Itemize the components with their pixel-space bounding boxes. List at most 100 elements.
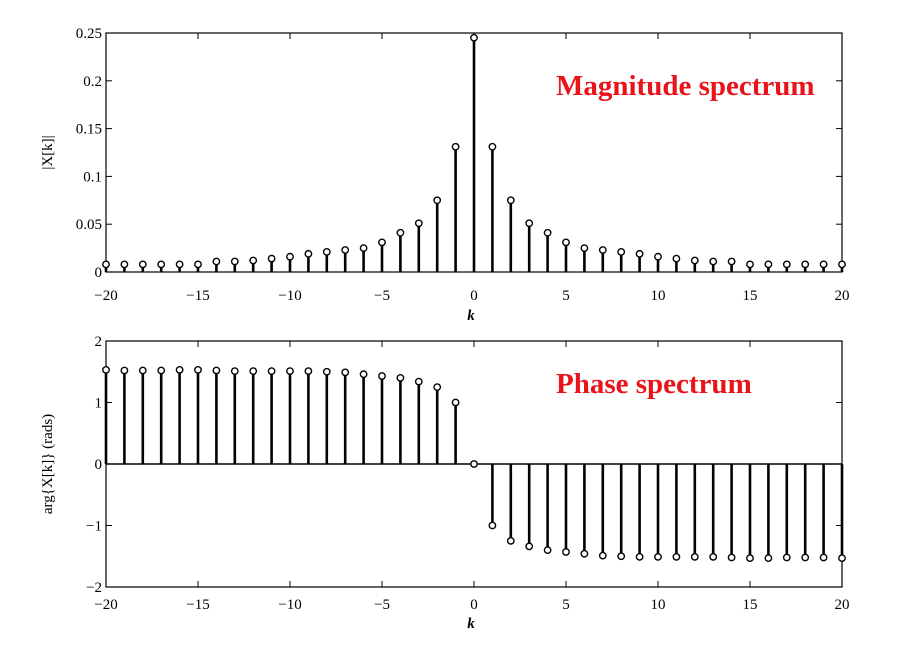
stem-marker: [617, 248, 626, 256]
stem-marker: [562, 548, 570, 556]
magnitude-plot: −20 −15 −10 −5 0 5 10 15 20 0 0.05 0.1 0.15 0.2 0.25 k |…: [40, 26, 850, 324]
stem-marker: [506, 196, 515, 205]
x-tick-label: 5: [562, 597, 570, 613]
stem-marker: [470, 460, 478, 468]
stem-marker: [359, 244, 368, 253]
stem-marker: [175, 260, 184, 269]
stem-marker: [304, 367, 313, 376]
stem-marker: [709, 552, 718, 561]
stem-marker: [580, 549, 589, 558]
stem-marker: [580, 244, 589, 253]
x-axis-label: k: [467, 308, 475, 324]
stem-marker: [194, 366, 202, 374]
stem-marker: [249, 367, 258, 376]
stem-marker: [764, 554, 773, 562]
y-tick-label: 0.1: [83, 169, 102, 185]
stem-marker: [157, 366, 166, 375]
stem-marker: [249, 256, 258, 265]
stem-marker: [746, 260, 754, 269]
x-tick-label: −10: [278, 288, 301, 304]
stem-marker: [120, 260, 129, 269]
y-axis-label: |X[k]|: [40, 135, 56, 169]
stem-marker: [230, 367, 239, 376]
stem-marker: [378, 238, 386, 247]
stem-marker: [120, 366, 129, 375]
y-tick-label: 2: [95, 334, 103, 350]
y-tick-label: −2: [86, 580, 102, 596]
x-tick-label: 10: [651, 597, 666, 613]
stem-marker: [286, 252, 294, 261]
stem-marker: [727, 257, 736, 266]
x-tick-label: 15: [743, 288, 758, 304]
stem-marker: [102, 260, 110, 269]
stem-marker: [267, 367, 276, 376]
stem-marker: [157, 260, 166, 269]
stem-marker: [525, 219, 534, 228]
stem-marker: [598, 551, 607, 560]
x-tick-label: 5: [562, 288, 570, 304]
x-tick-label: 10: [651, 288, 666, 304]
stem-marker: [138, 366, 147, 375]
stem-marker: [194, 260, 202, 269]
stem-marker: [304, 249, 313, 258]
stem-marker: [801, 260, 810, 269]
stem-marker: [488, 142, 497, 151]
stem-marker: [378, 372, 386, 380]
stem-marker: [672, 254, 681, 263]
x-tick-label: −5: [374, 597, 390, 613]
stem-marker: [525, 542, 534, 551]
stem-marker: [341, 368, 350, 377]
x-tick-label: −15: [186, 597, 209, 613]
y-tick-label: 0.05: [76, 217, 102, 233]
stem-marker: [672, 552, 681, 561]
stem-marker: [175, 366, 184, 374]
y-tick-label: 0.15: [76, 122, 102, 138]
stem-marker: [433, 383, 442, 392]
stem-marker: [212, 366, 221, 375]
y-tick-label: 1: [95, 396, 103, 412]
stem-marker: [782, 553, 791, 562]
stem-marker: [212, 257, 221, 266]
stem-marker: [451, 142, 460, 151]
stem-marker: [322, 367, 331, 376]
y-tick-label: 0: [95, 265, 103, 281]
x-tick-label: 0: [470, 597, 478, 613]
stem-marker: [562, 238, 570, 247]
stem-marker: [709, 257, 718, 266]
stem-marker: [102, 366, 110, 374]
stem-marker: [543, 228, 552, 237]
x-tick-label: 15: [743, 597, 758, 613]
stem-marker: [838, 260, 846, 269]
stem-marker: [819, 553, 828, 562]
stem-marker: [819, 260, 828, 269]
stem-marker: [654, 552, 662, 561]
stem-marker: [838, 554, 846, 562]
stem-marker: [488, 521, 497, 530]
x-tick-label: 20: [835, 597, 850, 613]
stem-marker: [414, 377, 423, 386]
stem-marker: [396, 373, 405, 382]
stem-marker: [727, 553, 736, 562]
stem-marker: [286, 367, 294, 376]
y-tick-label: 0.2: [83, 74, 102, 90]
x-tick-label: −15: [186, 288, 209, 304]
stem-marker: [635, 249, 644, 258]
y-tick-label: 0: [95, 457, 103, 473]
x-tick-label: −20: [94, 288, 117, 304]
x-axis-label: k: [467, 616, 475, 632]
x-tick-label: 0: [470, 288, 478, 304]
stem-marker: [598, 246, 607, 254]
stem-marker: [635, 552, 644, 561]
stem-marker: [543, 546, 552, 554]
stem-marker: [746, 554, 754, 562]
stem-marker: [138, 260, 147, 269]
spectrum-annotation: Phase spectrum: [556, 368, 752, 400]
stem-marker: [414, 219, 423, 228]
stem-marker: [230, 257, 239, 266]
stem-marker: [341, 246, 350, 254]
stem-marker: [654, 252, 662, 261]
y-tick-label: −1: [86, 519, 102, 535]
x-tick-label: 20: [835, 288, 850, 304]
stem-marker: [764, 260, 773, 269]
